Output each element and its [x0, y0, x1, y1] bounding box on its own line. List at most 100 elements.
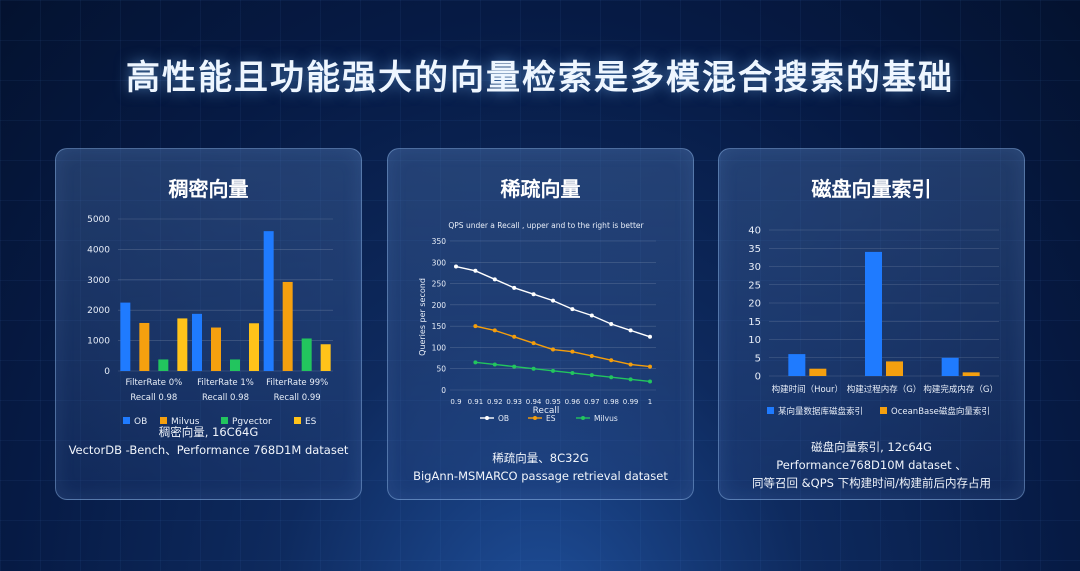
data-point-ob [492, 277, 497, 282]
bar-series-2 [886, 361, 903, 376]
bar-pgvector [301, 338, 312, 371]
data-point-ob [454, 264, 458, 269]
bar-es [320, 344, 331, 371]
x-tick-label: FilterRate 99% [266, 378, 328, 388]
data-point-milvus [648, 379, 652, 384]
x-tick-label: 0.92 [487, 398, 503, 406]
caption-line: 稀疏向量、8C32G [492, 451, 589, 465]
bar-series-1 [788, 354, 806, 376]
bar-pgvector [158, 359, 169, 371]
data-point-es [609, 358, 614, 363]
data-point-milvus [492, 362, 497, 367]
x-tick-label: 0.96 [565, 398, 581, 406]
series-line-es [475, 325, 651, 368]
x-tick-label: 0.95 [545, 398, 561, 406]
legend-marker [485, 416, 489, 420]
caption-line: 磁盘向量索引, 12c64G [811, 440, 932, 454]
y-tick-label: 15 [748, 317, 761, 328]
card-title: 稀疏向量 [500, 177, 581, 201]
legend-marker [581, 416, 585, 420]
y-tick-label: 2000 [87, 306, 110, 316]
x-tick-label: 1 [648, 398, 652, 406]
card-caption: 磁盘向量索引, 12c64G Performance768D10M datase… [719, 438, 1024, 492]
data-point-milvus [628, 377, 633, 382]
data-point-milvus [512, 364, 517, 369]
data-point-milvus [531, 366, 536, 371]
y-tick-label: 0 [755, 372, 761, 383]
y-tick-label: 40 [748, 226, 761, 237]
data-point-ob [609, 322, 614, 327]
legend-swatch [294, 417, 301, 424]
bar-pgvector [230, 359, 240, 371]
data-point-es [512, 334, 517, 339]
legend-swatch [123, 417, 130, 424]
data-point-ob [570, 307, 575, 312]
data-point-ob [589, 313, 594, 318]
bar-es [177, 318, 188, 371]
x-tick-label: FilterRate 0% [125, 378, 182, 388]
data-point-es [570, 349, 575, 354]
x-tick-label: 0.91 [468, 398, 484, 406]
data-point-milvus [609, 375, 614, 380]
y-tick-label: 1000 [87, 337, 110, 347]
data-point-es [628, 362, 633, 367]
data-point-es [589, 353, 594, 358]
y-tick-label: 10 [748, 335, 761, 346]
card-title: 磁盘向量索引 [811, 177, 932, 201]
x-tick-label: 构建时间（Hour） [772, 384, 843, 395]
data-point-ob [531, 292, 536, 297]
card-caption: 稠密向量, 16C64G VectorDB -Bench、Performance… [56, 423, 361, 459]
data-point-es [492, 328, 497, 333]
y-tick-label: 100 [432, 343, 447, 352]
legend-label: ES [546, 414, 556, 423]
data-point-es [551, 347, 555, 352]
y-axis-label: Queries per second [418, 278, 427, 356]
x-tick-label: 0.97 [584, 398, 600, 406]
legend-label: OB [498, 414, 509, 423]
legend-label: Milvus [594, 414, 618, 423]
x-tick-label: 构建过程内存（G） [847, 384, 922, 395]
bar-series-1 [941, 357, 959, 376]
data-point-milvus [570, 370, 575, 375]
y-tick-label: 50 [436, 365, 446, 374]
legend-swatch [767, 407, 774, 414]
bar-ob [263, 231, 274, 371]
legend-label: OB [134, 417, 147, 427]
chart-title: QPS under a Recall , upper and to the ri… [448, 221, 644, 230]
y-tick-label: 25 [748, 280, 761, 291]
bar-ob [120, 302, 131, 371]
caption-line: VectorDB -Bench、Performance 768D1M datas… [68, 443, 349, 457]
data-point-milvus [589, 373, 594, 378]
x-tick-label: 0.94 [526, 398, 542, 406]
x-tick-label: 0.9 [450, 398, 461, 406]
x-tick-label: Recall 0.99 [274, 393, 321, 403]
data-point-milvus [473, 360, 478, 365]
y-tick-label: 200 [432, 301, 447, 310]
legend-swatch [880, 407, 887, 414]
y-tick-label: 30 [748, 262, 761, 273]
x-tick-label: 0.99 [623, 398, 639, 406]
bar-milvus [282, 281, 293, 371]
data-point-ob [628, 328, 633, 333]
data-point-ob [473, 268, 478, 273]
y-tick-label: 150 [432, 322, 447, 331]
y-tick-label: 20 [748, 299, 761, 310]
x-tick-label: Recall 0.98 [202, 393, 249, 403]
caption-line: 同等召回 &QPS 下构建时间/构建前后内存占用 [752, 476, 991, 490]
y-tick-label: 300 [432, 258, 447, 267]
x-tick-label: 构建完成内存（G） [923, 384, 998, 395]
bar-milvus [211, 327, 221, 371]
bar-series-1 [865, 251, 882, 376]
data-point-es [531, 341, 536, 346]
page-title: 高性能且功能强大的向量检索是多模混合搜索的基础 [126, 58, 954, 98]
data-point-ob [512, 285, 517, 290]
data-point-ob [648, 334, 652, 339]
card-title: 稠密向量 [168, 177, 249, 201]
y-tick-label: 5 [755, 353, 761, 364]
bar-series-2 [809, 368, 827, 376]
x-tick-label: Recall 0.98 [130, 393, 177, 403]
y-tick-label: 350 [432, 237, 447, 246]
bar-milvus [139, 322, 150, 371]
data-point-es [473, 324, 478, 329]
